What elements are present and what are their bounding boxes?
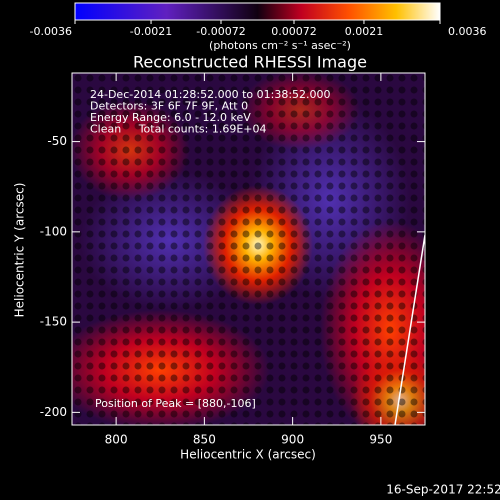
x-tick-label: 800 xyxy=(105,433,128,447)
x-axis-label: Heliocentric X (arcsec) xyxy=(180,448,316,462)
x-tick-label: 900 xyxy=(281,433,304,447)
annotation: Energy Range: 6.0 - 12.0 keV xyxy=(90,111,251,124)
colorbar-tick-label: 0.0021 xyxy=(345,25,384,38)
y-tick-label: -50 xyxy=(47,134,67,148)
annotation: Clean Total counts: 1.69E+04 xyxy=(90,123,267,136)
colorbar-tick-label: -0.0036 xyxy=(30,25,72,38)
colorbar-tick-label: -0.0021 xyxy=(130,25,172,38)
x-tick-label: 850 xyxy=(193,433,216,447)
colorbar-tick-label: 0.0036 xyxy=(448,25,487,38)
annotation: Detectors: 3F 6F 7F 9F, Att 0 xyxy=(90,100,248,113)
image xyxy=(72,73,425,425)
colorbar-label: (photons cm⁻² s⁻¹ asec⁻²) xyxy=(209,39,351,52)
annotation: 24-Dec-2014 01:28:52.000 to 01:38:52.000 xyxy=(90,88,331,101)
y-tick-label: -200 xyxy=(40,405,67,419)
x-tick-label: 950 xyxy=(369,433,392,447)
colorbar-tick-label: 0.00072 xyxy=(271,25,317,38)
plot-frame xyxy=(71,72,426,426)
y-tick-label: -150 xyxy=(40,315,67,329)
colorbar xyxy=(74,2,441,21)
peak-label: Position of Peak = [880,-106] xyxy=(95,397,256,410)
y-tick-label: -100 xyxy=(40,224,67,238)
timestamp: 16-Sep-2017 22:52 xyxy=(386,483,500,497)
chart-title: Reconstructed RHESSI Image xyxy=(133,53,367,72)
y-axis-label: Heliocentric Y (arcsec) xyxy=(13,183,27,318)
colorbar-tick-label: -0.00072 xyxy=(196,25,245,38)
